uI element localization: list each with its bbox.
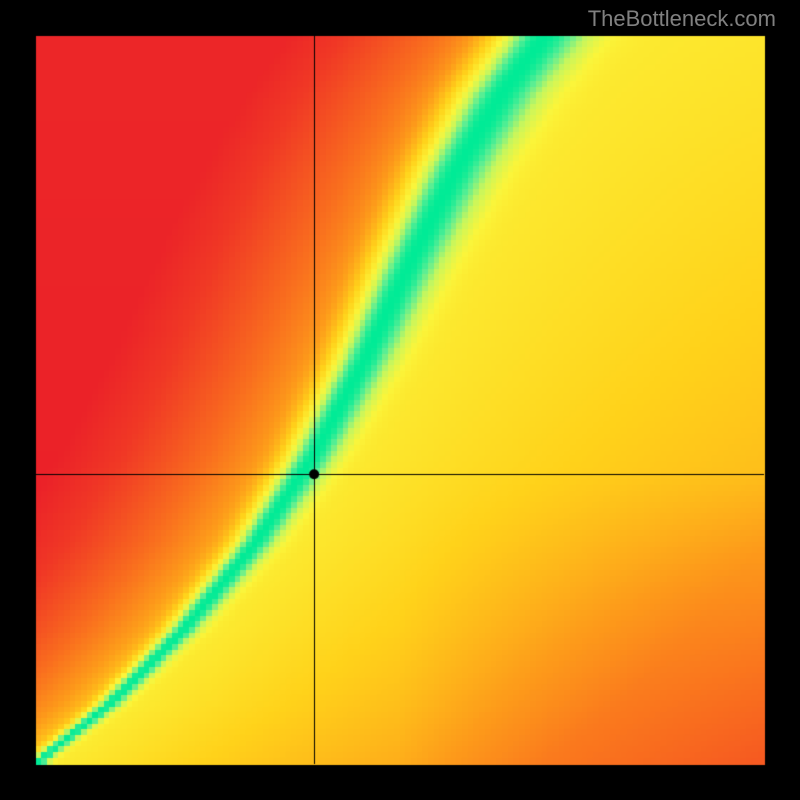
watermark-text: TheBottleneck.com (588, 6, 776, 32)
heatmap-canvas (0, 0, 800, 800)
chart-container: TheBottleneck.com (0, 0, 800, 800)
